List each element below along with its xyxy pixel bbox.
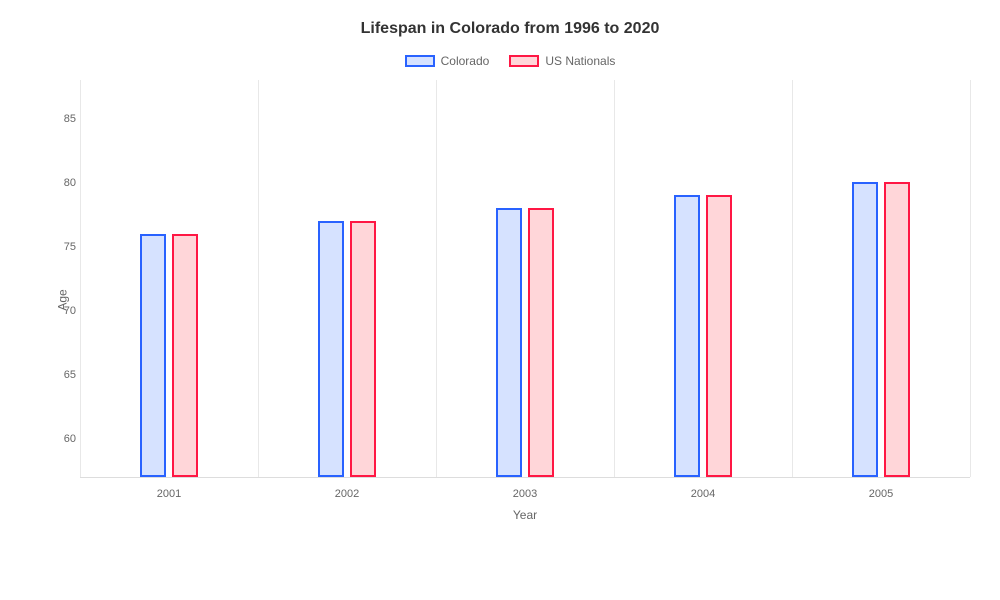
y-tick: 70 [46, 305, 76, 317]
gridline-vertical [436, 80, 437, 477]
y-tick: 80 [46, 177, 76, 189]
y-tick: 60 [46, 433, 76, 445]
bar [852, 182, 878, 477]
x-tick: 2002 [335, 488, 359, 500]
gridline-vertical [792, 80, 793, 477]
gridline-vertical [258, 80, 259, 477]
bar [318, 221, 344, 477]
bar [350, 221, 376, 477]
chart-container: Lifespan in Colorado from 1996 to 2020 C… [0, 0, 1000, 600]
legend-label: US Nationals [545, 54, 615, 68]
y-tick: 75 [46, 241, 76, 253]
x-axis: Year 2001 2002 2003 2004 2005 [80, 478, 970, 520]
bar [496, 208, 522, 477]
x-tick: 2003 [513, 488, 537, 500]
gridline-vertical [970, 80, 971, 477]
bar [884, 182, 910, 477]
x-tick: 2004 [691, 488, 715, 500]
x-tick: 2005 [869, 488, 893, 500]
y-tick: 65 [46, 369, 76, 381]
legend-swatch-colorado [405, 55, 435, 67]
legend-label: Colorado [441, 54, 490, 68]
chart-title: Lifespan in Colorado from 1996 to 2020 [50, 20, 970, 38]
y-axis: 60 65 70 75 80 85 [46, 80, 76, 478]
bar [528, 208, 554, 477]
x-tick: 2001 [157, 488, 181, 500]
bar [140, 234, 166, 477]
gridline-vertical [80, 80, 81, 477]
bar [706, 195, 732, 477]
bars-layer [80, 80, 970, 477]
y-tick: 85 [46, 113, 76, 125]
bar [172, 234, 198, 477]
legend-swatch-us-nationals [509, 55, 539, 67]
bar [674, 195, 700, 477]
x-axis-label: Year [513, 508, 537, 522]
gridline-vertical [614, 80, 615, 477]
plot: Age 606570758085 Year 200120022003200420… [80, 80, 970, 520]
legend: Colorado US Nationals [50, 54, 970, 68]
legend-item-colorado: Colorado [405, 54, 490, 68]
legend-item-us-nationals: US Nationals [509, 54, 615, 68]
plot-area [80, 80, 970, 478]
